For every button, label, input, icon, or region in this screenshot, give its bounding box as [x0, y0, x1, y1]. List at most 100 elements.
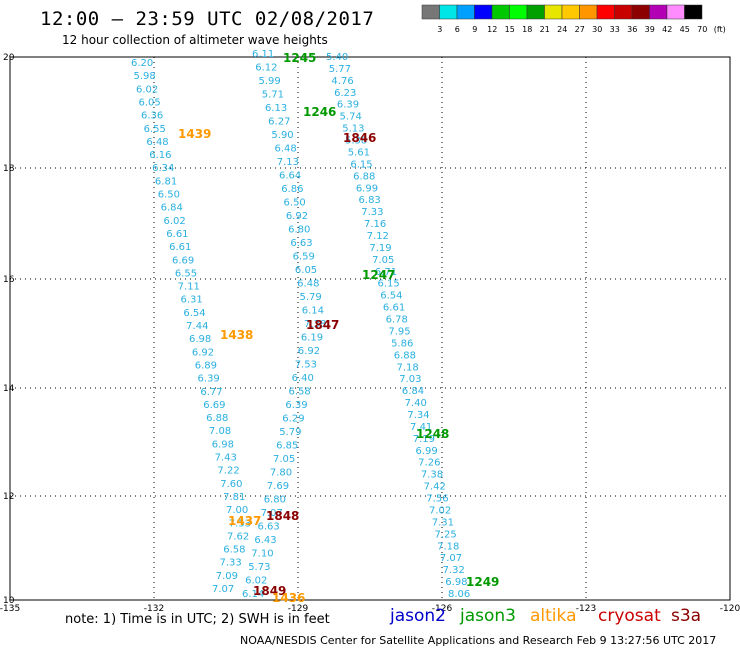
swh-value: 6.39 [285, 400, 307, 411]
swh-value: 6.14 [302, 306, 324, 317]
swh-value: 6.80 [264, 495, 286, 506]
note-text: note: 1) Time is in UTC; 2) SWH is in fe… [65, 612, 330, 627]
lat-tick-label: 14 [3, 384, 15, 394]
swh-value: 7.19 [369, 243, 391, 254]
swh-value: 7.13 [277, 157, 299, 168]
colorbar-label: 18 [522, 25, 532, 34]
swh-value: 5.77 [329, 64, 351, 75]
swh-value: 7.09 [216, 571, 238, 582]
swh-value: 6.50 [158, 190, 180, 201]
swh-value: 6.59 [293, 252, 315, 263]
swh-value: 6.88 [353, 171, 375, 182]
colorbar-label: 15 [505, 25, 515, 34]
swh-value: 7.95 [388, 326, 410, 337]
time-label: 1849 [253, 584, 286, 598]
swh-value: 7.07 [440, 553, 462, 564]
swh-value: 6.61 [383, 303, 405, 314]
swh-value: 7.33 [220, 558, 242, 569]
swh-value: 6.98 [189, 334, 211, 345]
swh-value: 6.88 [206, 413, 228, 424]
colorbar-label: 36 [627, 25, 637, 34]
swh-value: 7.53 [229, 518, 251, 529]
swh-value: 6.55 [144, 124, 166, 135]
swh-value: 6.02 [245, 576, 267, 587]
swh-value: 6.36 [141, 111, 163, 122]
page-subtitle: 12 hour collection of altimeter wave hei… [62, 33, 328, 47]
swh-value: 7.80 [270, 468, 292, 479]
time-label: 1246 [303, 105, 336, 119]
colorbar-label: 21 [540, 25, 550, 34]
swh-value: 5.99 [258, 76, 280, 87]
swh-value: 7.69 [267, 481, 289, 492]
swh-value: 6.40 [292, 373, 314, 384]
lon-tick-label: -132 [144, 604, 164, 614]
swh-value: 7.33 [361, 207, 383, 218]
swh-value: 7.31 [432, 517, 454, 528]
time-label: 1247 [362, 268, 395, 282]
swh-value: 6.86 [281, 184, 303, 195]
swh-value: 6.05 [139, 97, 161, 108]
colorbar-swatch [684, 4, 703, 20]
swh-value: 7.38 [421, 470, 443, 481]
lat-tick-label: 12 [3, 492, 14, 502]
time-label: 1847 [306, 318, 339, 332]
swh-value: 6.05 [295, 265, 317, 276]
swh-value: 7.19 [413, 434, 435, 445]
swh-value: 7.12 [367, 231, 389, 242]
map-grid [10, 57, 730, 600]
swh-value: 7.43 [215, 453, 237, 464]
swh-value: 6.69 [203, 400, 225, 411]
legend-s3a: s3a [671, 606, 702, 626]
swh-value: 7.11 [178, 282, 200, 293]
legend-jason2: jason2 [390, 606, 446, 626]
swh-value: 6.98 [212, 439, 234, 450]
swh-value: 5.73 [248, 562, 270, 573]
swh-value: 6.88 [394, 350, 416, 361]
swh-value: 7.16 [364, 219, 386, 230]
swh-value: 5.71 [262, 90, 284, 101]
swh-value: 6.58 [223, 545, 245, 556]
swh-value: 6.20 [131, 58, 153, 69]
swh-value: 6.54 [380, 291, 402, 302]
swh-value: 7.41 [410, 422, 432, 433]
swh-value: 6.61 [169, 242, 191, 253]
swh-value: 6.11 [252, 49, 274, 60]
swh-value: 6.69 [172, 255, 194, 266]
swh-value: 6.83 [359, 195, 381, 206]
swh-value: 7.18 [396, 362, 418, 373]
swh-value: 7.60 [220, 479, 242, 490]
color-scale-bar: 3 6 9 12 15 18 21 24 27 30 33 36 39 42 45 70 (ft) [421, 4, 726, 34]
swh-value: 5.40 [326, 52, 348, 63]
swh-value: 6.39 [337, 100, 359, 111]
time-label: 1438 [220, 328, 253, 342]
swh-value: 6.29 [282, 414, 304, 425]
swh-value: 6.84 [402, 386, 424, 397]
swh-value: 5.79 [279, 427, 301, 438]
colorbar-label: 42 [662, 25, 672, 34]
swh-value: 6.99 [415, 446, 437, 457]
swh-value: 6.99 [356, 183, 378, 194]
swh-value: 5.79 [299, 292, 321, 303]
lat-tick-label: 10 [3, 596, 15, 606]
colorbar-label: 12 [487, 25, 497, 34]
swh-value: 6.78 [386, 315, 408, 326]
swh-value: 6.71 [375, 267, 397, 278]
swh-value: 6.02 [163, 216, 185, 227]
swh-value: 6.64 [279, 171, 301, 182]
time-label: 1248 [416, 427, 449, 441]
swh-value: 7.62 [227, 531, 249, 542]
legend-cryosat: cryosat [598, 606, 661, 626]
legend-jason3: jason3 [460, 606, 516, 626]
swh-value: 7.56 [426, 494, 448, 505]
colorbar-label: 33 [610, 25, 620, 34]
swh-value: 7.05 [372, 255, 394, 266]
lon-tick-label: -123 [576, 604, 596, 614]
time-label: 1436 [272, 591, 305, 605]
swh-value: 6.80 [288, 225, 310, 236]
swh-value: 7.22 [217, 466, 239, 477]
swh-value: 6.14 [242, 589, 264, 600]
lat-tick-label: 18 [3, 164, 15, 174]
swh-value: 8.06 [448, 589, 470, 600]
lat-tick-label: 20 [3, 53, 15, 63]
